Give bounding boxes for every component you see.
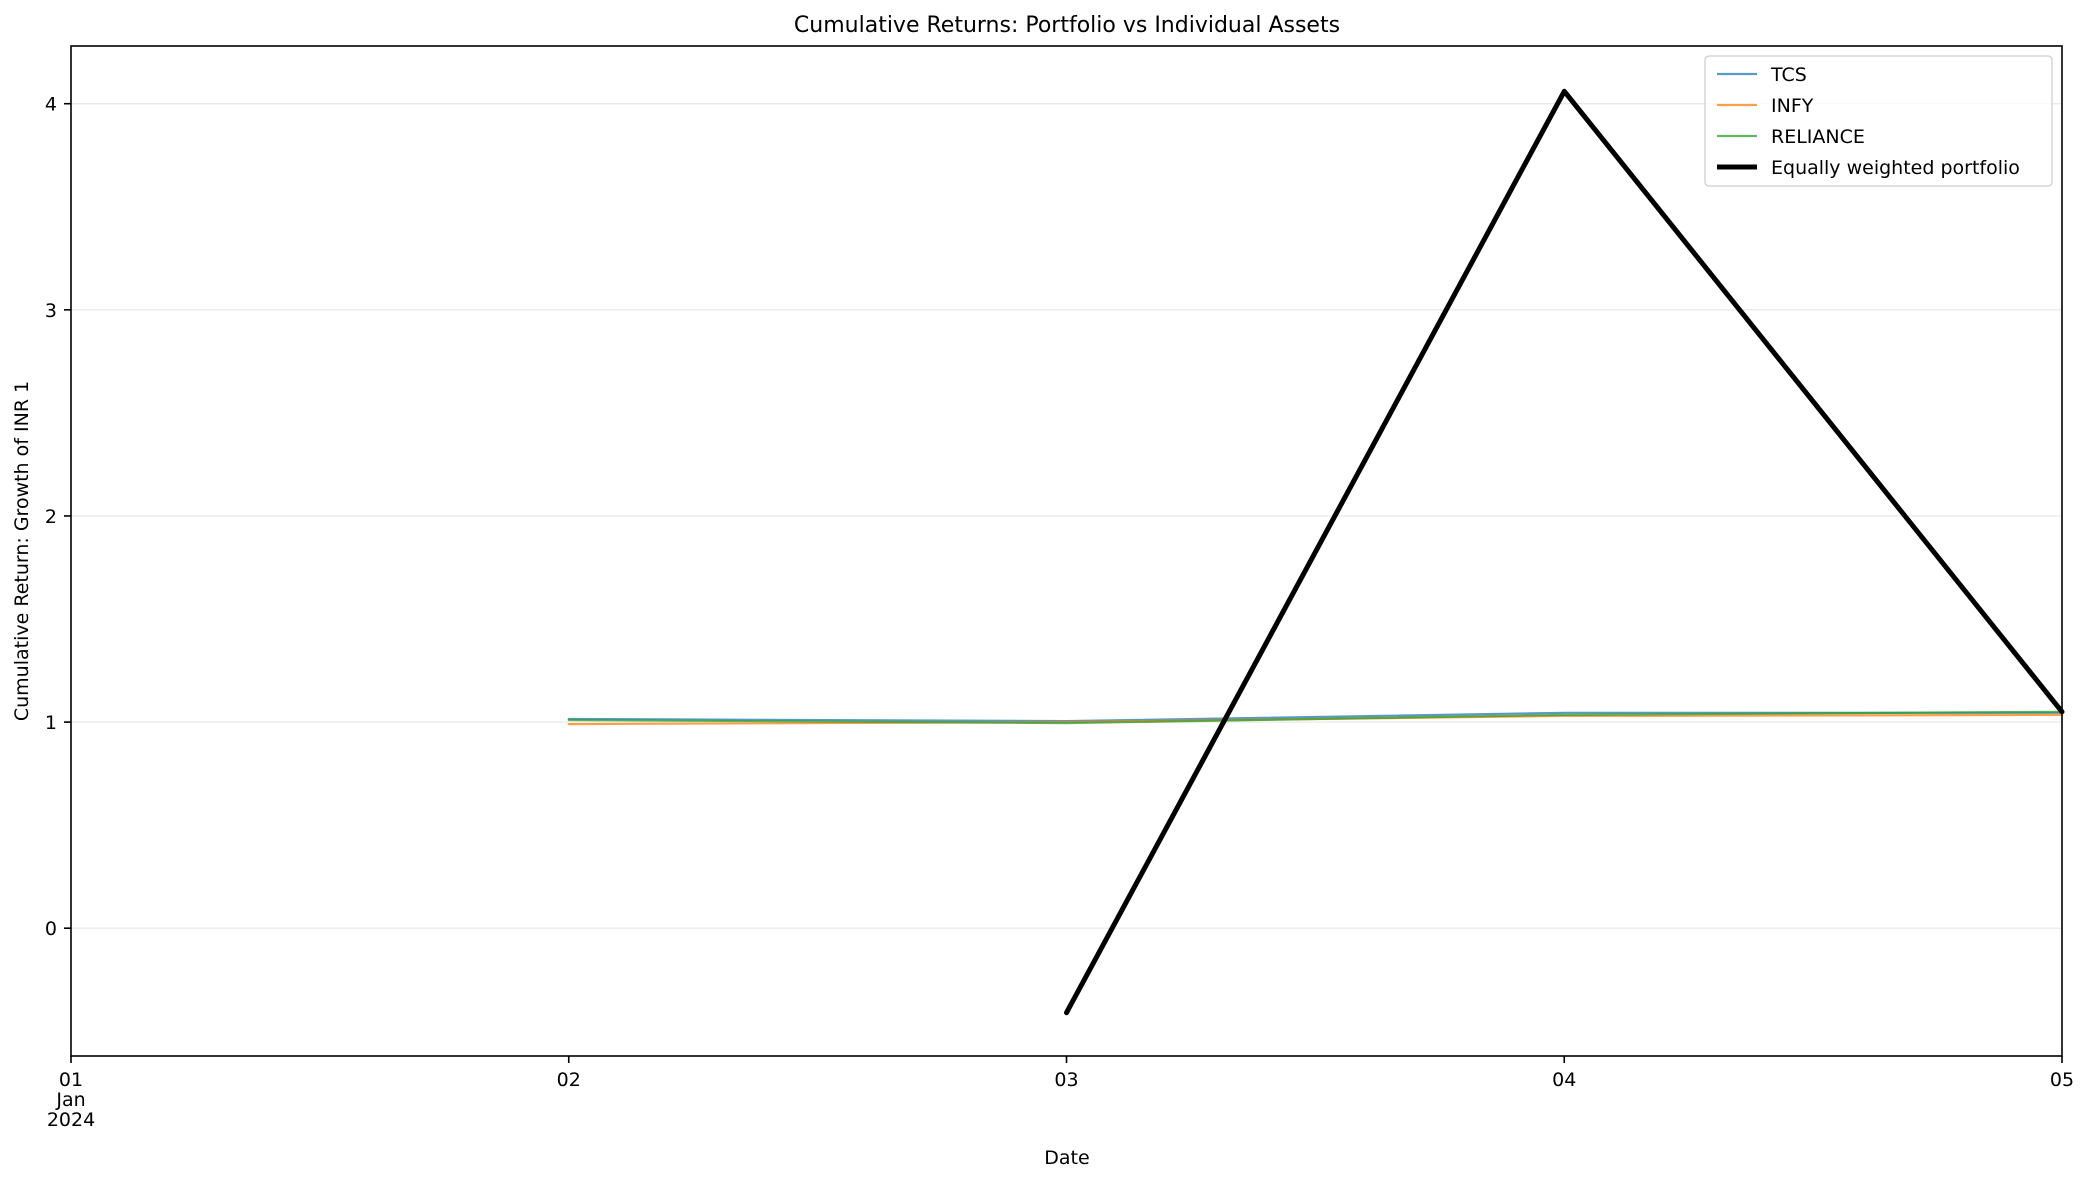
plot-frame: [70, 45, 2063, 1057]
legend: TCS INFY RELIANCE Equally weighted portfoli…: [1704, 55, 2053, 187]
x-tick-label-4-0: 05: [2050, 1069, 2074, 1091]
grid-lines: [71, 103, 2062, 929]
series-line-equally-weighted-portfolio: [1064, 88, 2065, 1016]
x-tick-label-2-0: 03: [1054, 1069, 1078, 1091]
y-axis-label: Cumulative Return: Growth of INR 1: [11, 381, 33, 721]
chart-title: Cumulative Returns: Portfolio vs Individ…: [794, 13, 1340, 38]
x-tick-label-1-0: 02: [557, 1069, 581, 1091]
legend-box: [1704, 55, 2053, 187]
legend-label-0: TCS: [1770, 64, 1807, 86]
legend-label-2: RELIANCE: [1771, 126, 1865, 148]
series-lines: [567, 88, 2065, 1016]
y-tick-label-4: 4: [45, 94, 57, 116]
legend-label-3: Equally weighted portfolio: [1771, 157, 2020, 179]
series-line-reliance: [567, 710, 2064, 725]
y-tick-label-2: 2: [45, 506, 57, 528]
y-tick-label-1: 1: [45, 712, 57, 734]
x-tick-label-3-0: 04: [1552, 1069, 1576, 1091]
x-tick-label-0-0: 01: [59, 1069, 83, 1091]
legend-label-1: INFY: [1771, 95, 1814, 117]
y-axis: 0 1 2 3 4: [45, 94, 71, 940]
x-tick-label-0-1: Jan: [55, 1089, 85, 1111]
x-tick-label-0-2: 2024: [47, 1109, 95, 1131]
y-tick-label-0: 0: [45, 918, 57, 940]
y-tick-label-3: 3: [45, 300, 57, 322]
x-axis-label: Date: [1044, 1147, 1089, 1169]
